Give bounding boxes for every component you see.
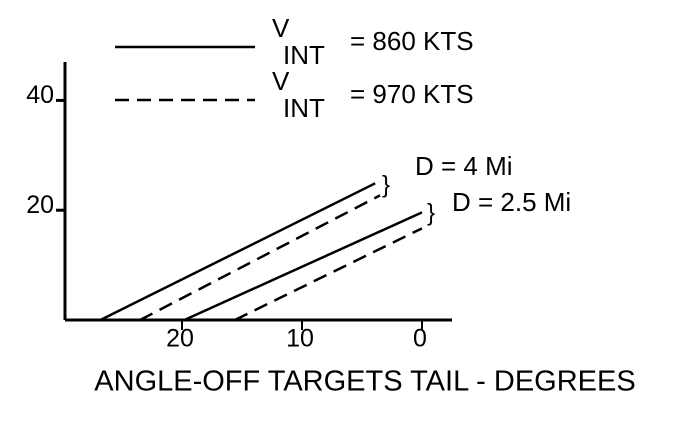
y-tick-label: 20 [26,191,54,219]
legend-symbol: V [272,66,290,96]
x-axis-label: ANGLE-OFF TARGETS TAIL - DEGREES [94,366,635,398]
series-label: D = 2.5 Mi [452,187,571,217]
x-tick-label: 0 [413,325,427,353]
brace: } [382,171,390,198]
series-label: D = 4 Mi [415,151,513,181]
y-tick-label: 40 [26,81,54,109]
line [99,182,376,322]
brace: } [427,199,435,226]
legend-subscript: INT [283,93,325,123]
legend-label: = 970 KTS [350,79,474,109]
line [234,227,423,322]
x-tick-label: 20 [166,325,194,353]
x-tick-label: 10 [286,325,314,353]
legend-subscript: INT [283,40,325,70]
legend-symbol: V [272,13,290,43]
legend-label: = 860 KTS [350,26,474,56]
line [139,194,381,322]
line [183,211,423,322]
